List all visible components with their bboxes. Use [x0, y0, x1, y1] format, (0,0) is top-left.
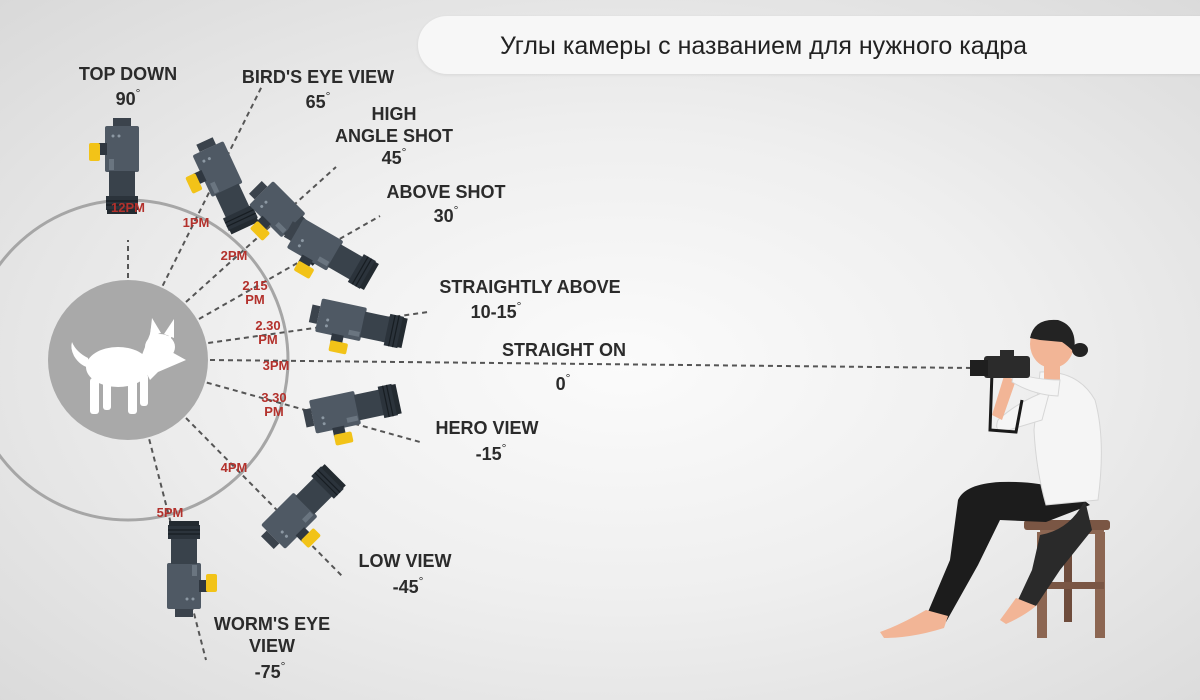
- camera-icon: [166, 520, 218, 618]
- angle-name-worm-s-eye-view: WORM'S EYE VIEW: [214, 614, 330, 656]
- angle-degree-low-view: -45°: [393, 574, 424, 597]
- angle-lines: [127, 85, 973, 661]
- angle-line-straight-on: [209, 359, 973, 369]
- camera-icon: [300, 381, 407, 452]
- angle-name-hero-view: HERO VIEW: [435, 418, 538, 438]
- time-label-hero-view: 3.30 PM: [261, 390, 286, 419]
- time-label-bird-s-eye-view: 1PM: [183, 215, 210, 230]
- time-label-high-angle-shot: 2PM: [221, 248, 248, 263]
- angle-name-top-down: TOP DOWN: [79, 64, 177, 84]
- angle-degree-straight-on: 0°: [556, 371, 571, 394]
- page-title: Углы камеры с названием для нужного кадр…: [500, 32, 1028, 60]
- time-label-straight-on: 3PM: [263, 358, 290, 373]
- angle-line-worm-s-eye-view: [148, 438, 207, 661]
- time-label-top-down: 12PM: [111, 200, 145, 215]
- camera-icon: [303, 296, 409, 367]
- time-labels: 12PM 1PM 2PM 2.15 PM 2.30 PM 3PM 3.30 PM 4PM 5PM: [111, 200, 289, 520]
- angle-name-bird-s-eye-view: BIRD'S EYE VIEW: [242, 67, 394, 87]
- time-label-low-view: 4PM: [221, 460, 248, 475]
- photographer-icon: [880, 319, 1110, 638]
- angle-name-above-shot: ABOVE SHOT: [386, 182, 505, 202]
- angle-degree-straightly-above: 10-15°: [471, 299, 522, 322]
- angle-line-above-shot: [198, 215, 381, 320]
- dog-icon: [71, 318, 186, 414]
- angle-name-low-view: LOW VIEW: [359, 551, 452, 571]
- angle-degree-above-shot: 30°: [434, 203, 459, 226]
- time-label-worm-s-eye-view: 5PM: [157, 505, 184, 520]
- angle-name-straightly-above: STRAIGHTLY ABOVE: [439, 277, 620, 297]
- time-label-straightly-above: 2.30 PM: [255, 318, 280, 347]
- camera-icon: [254, 462, 360, 567]
- title-banner: Углы камеры с названием для нужного кадр…: [418, 16, 1200, 74]
- angle-degree-hero-view: -15°: [476, 441, 507, 464]
- angle-name-straight-on: STRAIGHT ON: [502, 340, 626, 360]
- time-label-above-shot: 2.15 PM: [242, 278, 267, 307]
- angle-degree-high-angle-shot: 45°: [382, 145, 407, 168]
- angle-degree-top-down: 90°: [116, 86, 141, 109]
- angle-line-low-view: [185, 417, 345, 579]
- angle-degree-bird-s-eye-view: 65°: [306, 89, 331, 112]
- angle-name-high-angle-shot: HIGH ANGLE SHOT: [335, 104, 453, 146]
- angle-degree-worm-s-eye-view: -75°: [255, 659, 286, 682]
